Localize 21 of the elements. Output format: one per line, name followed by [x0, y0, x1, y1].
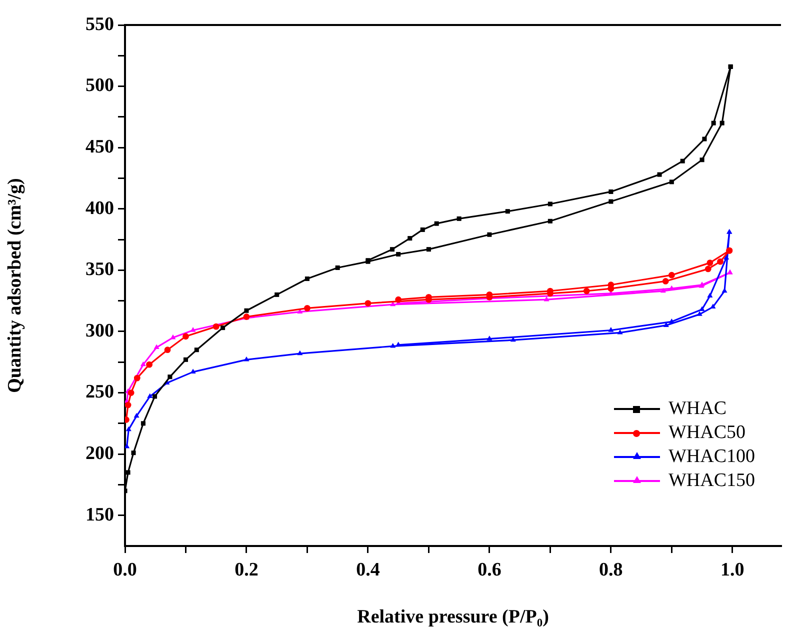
- x-tick-label: 0.2: [234, 559, 258, 580]
- x-tick-label: 0.4: [356, 559, 380, 580]
- y-tick-label: 150: [86, 504, 114, 526]
- x-tick-label: 1.0: [720, 559, 744, 580]
- y-tick-label: 400: [86, 198, 114, 219]
- y-tick-label: 200: [86, 442, 114, 464]
- y-tick-label: 300: [86, 320, 114, 342]
- y-tick-label: 350: [86, 259, 114, 280]
- x-tick-label: 0.6: [478, 559, 502, 580]
- x-tick-label: 0.8: [599, 559, 623, 580]
- legend-label: WHAC150: [668, 469, 755, 493]
- legend-label: WHAC100: [668, 445, 755, 469]
- legend-label: WHAC: [668, 397, 726, 421]
- x-tick-label: 0.0: [113, 559, 137, 580]
- y-tick-label: 450: [86, 136, 114, 158]
- legend-label: WHAC50: [668, 421, 746, 445]
- y-tick-label: 550: [86, 14, 114, 35]
- x-axis-title: Relative pressure (P/P₀): [357, 606, 549, 628]
- y-tick-label: 250: [86, 382, 114, 403]
- y-tick-label: 500: [86, 75, 114, 96]
- y-axis-title: Quantity adsorbed (cm³/g): [4, 178, 26, 393]
